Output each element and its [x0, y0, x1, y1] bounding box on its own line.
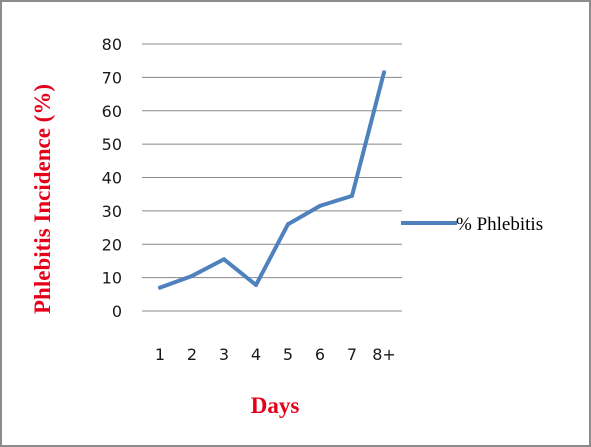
x-axis-ticks: 1 2 3 4 5 6 7 8+ [155, 345, 396, 364]
y-tick-label: 10 [102, 269, 122, 288]
data-point [254, 282, 258, 287]
y-axis-ticks: 0 10 20 30 40 50 60 70 80 [102, 35, 122, 321]
data-point [350, 193, 354, 198]
data-point [318, 203, 322, 208]
x-tick-label: 8+ [372, 345, 396, 364]
gridlines [142, 43, 402, 312]
data-point [190, 273, 194, 278]
x-tick-label: 7 [347, 345, 357, 364]
x-tick-label: 1 [155, 345, 165, 364]
y-tick-label: 30 [102, 202, 122, 221]
x-tick-label: 2 [187, 345, 197, 364]
series-layer [158, 70, 386, 290]
legend-label: % Phlebitis [456, 214, 543, 235]
data-point [382, 70, 386, 75]
y-tick-label: 20 [102, 235, 122, 254]
series-line-phlebitis [158, 70, 386, 290]
y-tick-label: 40 [102, 169, 122, 188]
y-axis-title: Phlebitis Incidence (%) [30, 84, 55, 314]
x-tick-label: 5 [283, 345, 293, 364]
x-axis-title: Days [251, 393, 300, 418]
y-tick-label: 70 [102, 68, 122, 87]
x-tick-label: 4 [251, 345, 261, 364]
data-point [286, 222, 290, 227]
x-tick-label: 6 [315, 345, 325, 364]
y-tick-label: 80 [102, 35, 122, 54]
data-point [222, 257, 226, 262]
y-tick-label: 60 [102, 102, 122, 121]
legend: % Phlebitis [401, 214, 543, 235]
y-tick-label: 0 [112, 302, 122, 321]
x-tick-label: 3 [219, 345, 229, 364]
data-point [158, 285, 162, 290]
y-tick-label: 50 [102, 135, 122, 154]
